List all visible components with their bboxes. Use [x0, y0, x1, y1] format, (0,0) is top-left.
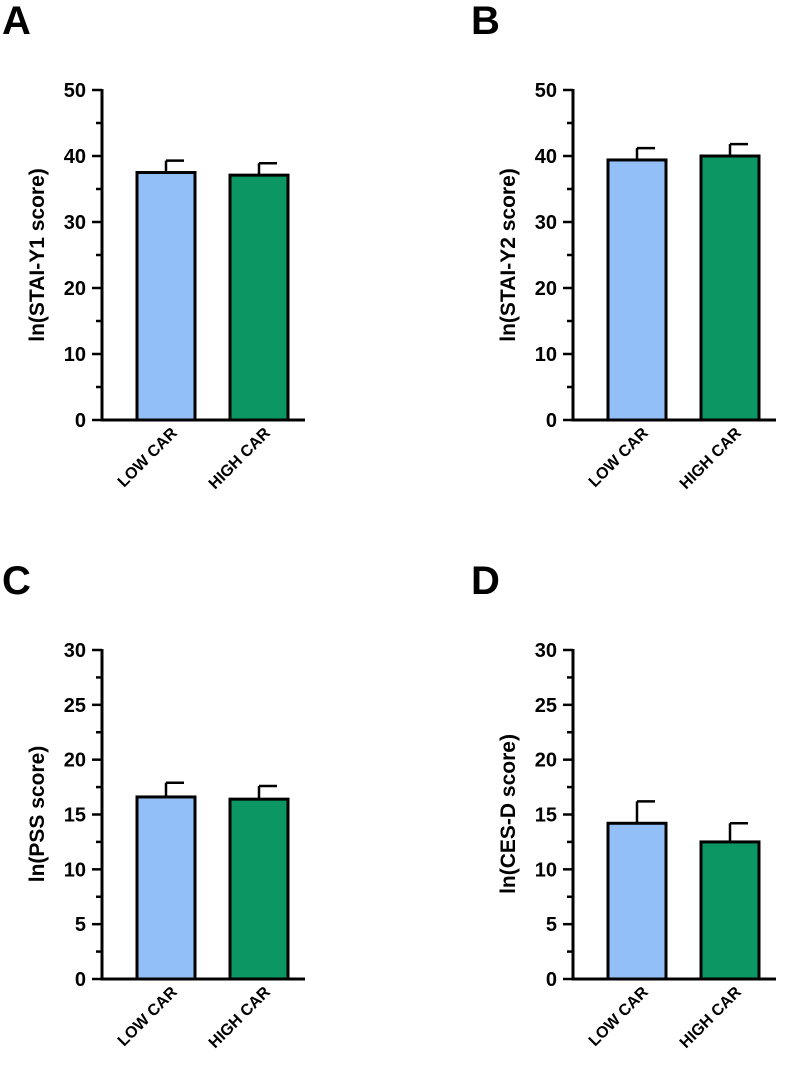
panel-d-ytick-label: 25: [535, 695, 557, 717]
panel-b-yticks: 0 10 20 30 40 50: [535, 80, 573, 432]
panel-d-ytick-label: 5: [546, 914, 557, 936]
panel-c-bars: [135, 781, 290, 981]
panel-c-ylabel: ln(PSS score): [26, 746, 49, 883]
panel-a-yticks: 0 10 20 30 40 50: [64, 80, 102, 432]
panel-b-ylabel: ln(STAI-Y2 score): [497, 168, 520, 341]
panel-c-ytick-label: 15: [64, 805, 86, 827]
panel-c-ytick-label: 5: [75, 914, 86, 936]
panel-d-ytick-label: 10: [535, 859, 557, 881]
panel-d-y-axis: [571, 649, 776, 981]
panel-a-bar-low-car: [135, 171, 197, 422]
panel-letter-c: C: [2, 559, 31, 603]
panel-a-bar-high-car: [228, 173, 290, 422]
panel-b-ytick-label: 40: [535, 146, 557, 168]
panel-d-ytick-label: 15: [535, 805, 557, 827]
panel-b-xtick-high-car: HIGH CAR: [677, 424, 745, 492]
panel-d-xtick-high-car: HIGH CAR: [677, 983, 745, 1051]
panel-a-ytick-label: 30: [64, 212, 86, 234]
panel-a-bars: [135, 159, 290, 422]
panel-b-ytick-label: 20: [535, 278, 557, 300]
panel-d-yticks: 0 5 10 15 20 25 30: [535, 640, 573, 991]
panel-c-ytick-label: 20: [64, 750, 86, 772]
panel-a-ytick-label: 20: [64, 278, 86, 300]
panel-a: A ln(STAI-Y1 score) 0 10 20 30 40 50 LOW CAR …: [2, 0, 305, 493]
panel-c-bar-high-car: [228, 797, 290, 981]
panel-c-bar-low-car: [135, 795, 197, 981]
panel-b-bars: [606, 142, 761, 422]
panel-d-xlabels: LOW CAR HIGH CAR: [586, 983, 745, 1051]
panel-d-ytick-label: 30: [535, 640, 557, 662]
panel-letter-b: B: [471, 0, 500, 43]
panel-b-ytick-label: 10: [535, 344, 557, 366]
panel-c-y-axis: [100, 649, 305, 981]
panel-c-xlabels: LOW CAR HIGH CAR: [115, 983, 274, 1051]
panel-a-xlabels: LOW CAR HIGH CAR: [115, 424, 274, 492]
panel-c-xtick-low-car: LOW CAR: [115, 983, 181, 1049]
panel-d-bars: [606, 800, 761, 981]
panel-b-xtick-low-car: LOW CAR: [586, 424, 652, 490]
panel-a-xtick-low-car: LOW CAR: [115, 424, 181, 490]
panel-c-ytick-label: 0: [75, 969, 86, 991]
panel-c-yticks: 0 5 10 15 20 25 30: [64, 640, 102, 991]
panel-c-xtick-high-car: HIGH CAR: [206, 983, 274, 1051]
panel-d-ytick-label: 0: [546, 969, 557, 991]
panel-a-y-axis: [100, 89, 305, 422]
panel-b-bar-low-car: [606, 158, 668, 422]
panel-a-ytick-label: 40: [64, 146, 86, 168]
panel-a-ytick-label: 10: [64, 344, 86, 366]
panel-d-bar-high-car: [699, 840, 761, 981]
panel-d-ylabel: ln(CES-D score): [497, 734, 520, 894]
panel-d-ytick-label: 20: [535, 750, 557, 772]
panel-c-ytick-label: 25: [64, 695, 86, 717]
panel-d-bar-low-car: [606, 821, 668, 981]
panel-b-ytick-label: 30: [535, 212, 557, 234]
panel-c-ytick-label: 30: [64, 640, 86, 662]
panel-letter-d: D: [471, 559, 500, 603]
panel-a-xtick-high-car: HIGH CAR: [206, 424, 274, 492]
panel-a-ylabel: ln(STAI-Y1 score): [26, 168, 49, 341]
panel-b-ytick-label: 50: [535, 80, 557, 102]
panel-b-bar-high-car: [699, 154, 761, 422]
panel-a-ytick-label: 0: [75, 410, 86, 432]
panel-b-xlabels: LOW CAR HIGH CAR: [586, 424, 745, 492]
panel-a-ytick-label: 50: [64, 80, 86, 102]
panel-c: C ln(PSS score) 0 5 10 15 20 25 30 LOW CAR HIG…: [2, 559, 305, 1052]
panel-b: B ln(STAI-Y2 score) 0 10 20 30 40 50 LOW CAR …: [471, 0, 776, 493]
panel-d-xtick-low-car: LOW CAR: [586, 983, 652, 1049]
panel-c-ytick-label: 10: [64, 859, 86, 881]
panel-letter-a: A: [2, 0, 31, 43]
panel-b-ytick-label: 0: [546, 410, 557, 432]
panel-b-y-axis: [571, 89, 776, 422]
panel-d: D ln(CES-D score) 0 5 10 15 20 25 30 LOW CAR H…: [471, 559, 776, 1052]
